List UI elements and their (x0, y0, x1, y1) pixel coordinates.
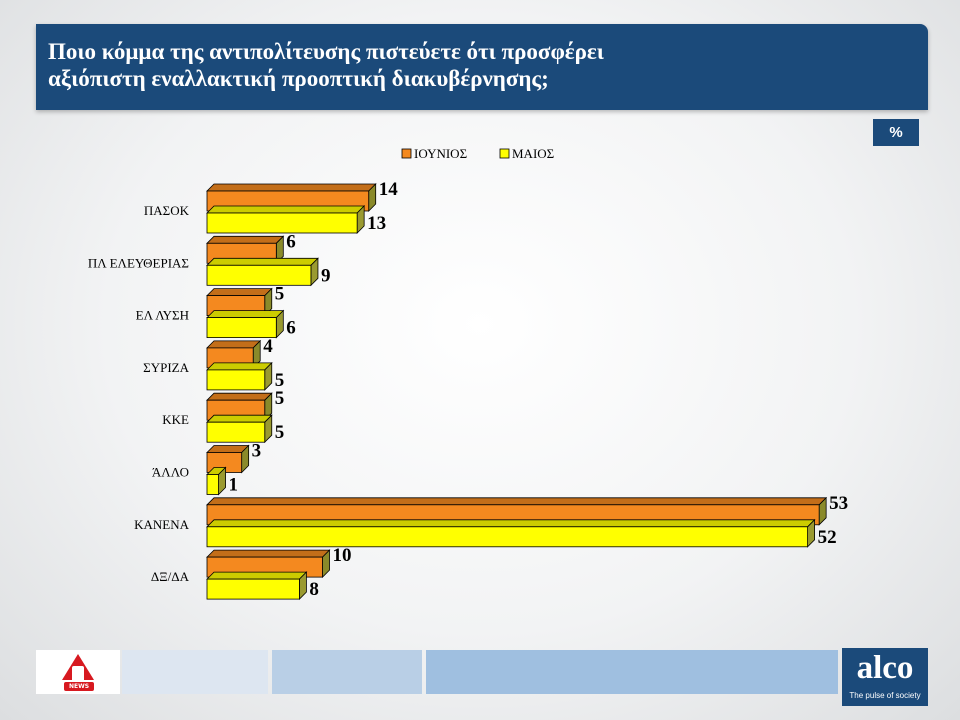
bar-1-3 (206, 369, 266, 391)
header-banner: Ποιο κόμμα της αντιπολίτευσης πιστεύετε … (36, 24, 928, 110)
footer-block-3 (426, 650, 838, 694)
legend-label-1: ΜΑΙΟΣ (512, 146, 554, 161)
bar-top-1-4 (206, 414, 273, 423)
title-line-2: αξιόπιστη εναλλακτική προοπτική διακυβέρ… (48, 66, 549, 91)
bar-top-0-6 (206, 497, 828, 506)
category-label-6: ΚΑΝΕΝΑ (134, 517, 189, 532)
category-label-3: ΣΥΡΙΖΑ (143, 360, 189, 375)
category-label-4: ΚΚΕ (162, 412, 189, 427)
value-label-0-7: 10 (333, 545, 352, 566)
title-line-1: Ποιο κόμμα της αντιπολίτευσης πιστεύετε … (48, 39, 604, 64)
footer-block-2 (272, 650, 422, 694)
bar-1-4 (206, 421, 266, 443)
bar-top-1-0 (206, 205, 366, 214)
value-label-1-2: 6 (286, 318, 296, 339)
bar-1-1 (206, 264, 312, 286)
alco-logo: alco The pulse of society (842, 648, 928, 706)
category-label-2: ΕΛ ΛΥΣΗ (136, 308, 189, 323)
value-label-0-2: 5 (275, 284, 285, 305)
value-label-0-0: 14 (379, 179, 399, 200)
footer: NEWS alco The pulse of society (0, 640, 960, 720)
value-label-0-4: 5 (275, 388, 285, 409)
bar-top-1-3 (206, 362, 273, 371)
page-title: Ποιο κόμμα της αντιπολίτευσης πιστεύετε … (48, 38, 908, 92)
legend-label-0: ΙΟΥΝΙΟΣ (414, 146, 467, 161)
bar-top-1-1 (206, 257, 319, 266)
category-label-0: ΠΑΣΟΚ (144, 203, 190, 218)
value-label-0-5: 3 (252, 441, 262, 462)
value-label-1-5: 1 (229, 475, 239, 496)
value-label-1-4: 5 (275, 422, 285, 443)
bar-1-0 (206, 212, 358, 234)
bar-1-6 (206, 526, 808, 548)
alco-brand: alco (856, 650, 914, 686)
alco-tagline: The pulse of society (849, 691, 921, 700)
alpha-news-logo: NEWS (36, 650, 120, 694)
bar-1-2 (206, 317, 277, 339)
category-label-5: ΆΛΛΟ (152, 465, 189, 480)
bar-top-0-7 (206, 549, 331, 558)
bar-top-0-2 (206, 288, 273, 297)
news-label: NEWS (64, 682, 94, 691)
value-label-1-7: 8 (309, 579, 319, 600)
value-label-1-6: 52 (818, 527, 837, 548)
value-label-1-1: 9 (321, 265, 331, 286)
bar-top-1-7 (206, 571, 308, 580)
legend-swatch-0 (401, 148, 412, 159)
value-label-0-6: 53 (829, 493, 848, 514)
bar-1-7 (206, 578, 300, 600)
value-label-0-1: 6 (286, 231, 296, 252)
bar-top-0-4 (206, 392, 273, 401)
legend-swatch-1 (499, 148, 510, 159)
category-label-1: ΠΛ ΕΛΕΥΘΕΡΙΑΣ (88, 255, 189, 270)
bar-top-0-3 (206, 340, 262, 349)
category-label-7: ΔΞ/ΔΑ (151, 569, 190, 584)
bar-top-0-0 (206, 183, 377, 192)
bar-top-1-2 (206, 310, 285, 319)
value-label-1-3: 5 (275, 370, 285, 391)
bar-1-5 (206, 474, 219, 495)
footer-block-1 (122, 650, 268, 694)
bar-top-1-6 (206, 519, 816, 528)
value-label-1-0: 13 (367, 213, 386, 234)
percent-badge: % (873, 119, 919, 146)
bar-top-0-1 (206, 235, 285, 244)
value-label-0-3: 4 (263, 336, 273, 357)
